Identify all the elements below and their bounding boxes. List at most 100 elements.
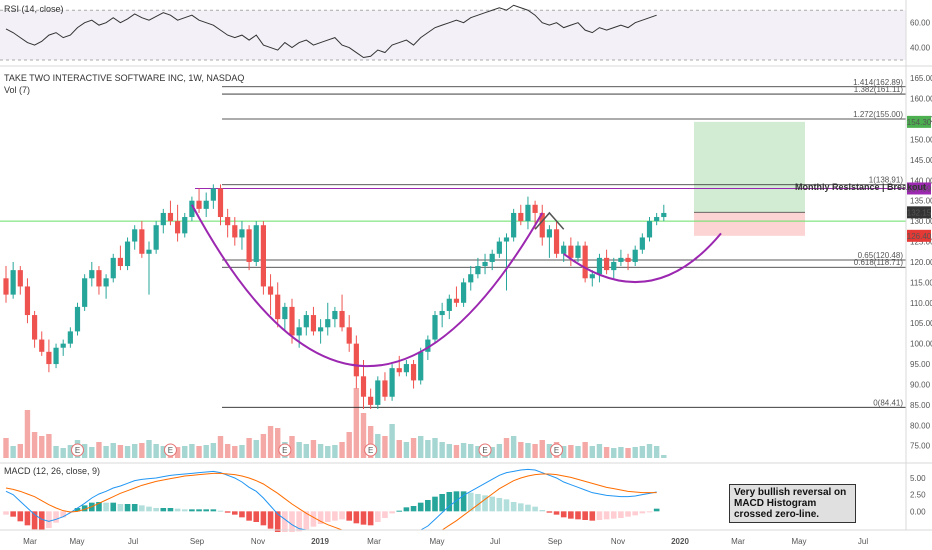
volume-bar bbox=[53, 446, 59, 458]
candle-body bbox=[117, 257, 123, 267]
time-tick-label: Sep bbox=[190, 537, 205, 546]
macd-tick-label: 5.00 bbox=[910, 474, 926, 483]
volume-bar bbox=[646, 444, 653, 458]
candle-body bbox=[368, 396, 374, 405]
candle-body bbox=[32, 315, 38, 340]
time-tick-label: May bbox=[429, 537, 444, 546]
macd-histogram-bar bbox=[610, 511, 617, 519]
candle-body bbox=[496, 241, 502, 254]
candle-body bbox=[446, 298, 452, 311]
price-tick-label: 80.00 bbox=[910, 421, 931, 430]
volume-bar bbox=[139, 443, 145, 458]
macd-histogram-bar bbox=[653, 508, 660, 512]
candle-body bbox=[60, 343, 66, 348]
macd-histogram-bar bbox=[103, 502, 109, 512]
macd-histogram-bar bbox=[60, 511, 66, 518]
fib-level-label: 1.272(155.00) bbox=[853, 110, 903, 119]
peak-marker bbox=[534, 211, 565, 230]
macd-histogram-bar bbox=[396, 510, 403, 512]
volume-bar bbox=[196, 446, 202, 458]
candle-body bbox=[353, 343, 359, 377]
time-tick-label: 2020 bbox=[671, 537, 689, 546]
time-axis: Mar May Jul Sep Nov 2019 Mar May Jul Sep Nov 2020 Ma… bbox=[23, 537, 868, 546]
volume-bar bbox=[189, 444, 195, 458]
volume-bar bbox=[618, 447, 624, 458]
macd-histogram-bar bbox=[446, 492, 453, 512]
candle-body bbox=[375, 380, 381, 405]
volume-bar bbox=[632, 447, 638, 458]
macd-histogram-bar bbox=[74, 508, 81, 512]
candle-body bbox=[475, 266, 481, 275]
time-tick-label: Sep bbox=[548, 537, 563, 546]
candle-body bbox=[618, 257, 624, 262]
volume-bar bbox=[303, 444, 309, 458]
rsi-panel: 40.00 60.00 bbox=[0, 4, 931, 61]
volume-bar bbox=[353, 388, 360, 458]
volume-bar bbox=[625, 448, 631, 458]
handle-curve bbox=[563, 232, 722, 283]
candle-body bbox=[332, 310, 338, 320]
candle-body bbox=[596, 257, 603, 275]
volume-bar bbox=[360, 413, 367, 458]
macd-histogram-bar bbox=[532, 506, 538, 512]
target-zone bbox=[694, 121, 805, 213]
macd-histogram-bar bbox=[603, 511, 610, 520]
macd-histogram-bar bbox=[432, 496, 438, 512]
macd-histogram-bar bbox=[3, 511, 9, 515]
earnings-icon bbox=[278, 443, 292, 457]
macd-histogram-bar bbox=[582, 511, 588, 520]
candle-body bbox=[532, 204, 538, 213]
volume-bar bbox=[418, 436, 424, 458]
volume-bar bbox=[446, 444, 452, 458]
macd-histogram-bar bbox=[339, 511, 345, 520]
macd-histogram-bar bbox=[425, 500, 431, 512]
macd-histogram-bar bbox=[324, 511, 331, 522]
volume-bar bbox=[496, 444, 503, 458]
macd-histogram-bar bbox=[289, 511, 295, 532]
macd-histogram-bar bbox=[503, 499, 510, 512]
earnings-icon bbox=[163, 443, 177, 457]
volume-bar bbox=[425, 440, 431, 458]
price-tick-label: 140.00 bbox=[910, 176, 932, 185]
macd-histogram-bar bbox=[203, 509, 209, 512]
price-panel[interactable]: 75.00 80.00 85.00 90.00 95.00 100.00 105.00 110… bbox=[0, 74, 932, 458]
candle-body bbox=[39, 339, 45, 352]
volume-bar bbox=[232, 446, 238, 458]
candle-body bbox=[74, 306, 81, 332]
macd-histogram-bar bbox=[482, 495, 488, 512]
candle-body bbox=[511, 212, 517, 238]
time-tick-label: May bbox=[69, 537, 84, 546]
price-tick-label: 115.00 bbox=[910, 278, 932, 287]
resistance-annotation: Monthly Resistance | Breakout bbox=[795, 182, 926, 192]
volume-bar bbox=[539, 440, 545, 458]
macd-histogram-bar bbox=[232, 511, 238, 515]
volume-bar bbox=[661, 455, 667, 458]
volume-bar bbox=[239, 445, 245, 458]
candle-body bbox=[575, 245, 581, 258]
volume-bar bbox=[310, 440, 317, 458]
volume-bar bbox=[589, 446, 595, 458]
macd-histogram-bar bbox=[146, 506, 152, 512]
volume-bar bbox=[468, 444, 474, 458]
volume-bar bbox=[568, 445, 574, 458]
time-tick-label: Jul bbox=[128, 537, 138, 546]
time-tick-label: Mar bbox=[23, 537, 37, 546]
earnings-icon bbox=[71, 443, 84, 457]
candle-body bbox=[103, 278, 109, 287]
candle-body bbox=[82, 278, 88, 307]
volume-bar bbox=[346, 432, 352, 458]
time-tick-label: Mar bbox=[731, 537, 745, 546]
price-tick-label: 130.00 bbox=[910, 217, 932, 226]
volume-bar bbox=[453, 445, 460, 458]
macd-histogram-bar bbox=[139, 505, 145, 512]
volume-bar bbox=[339, 442, 345, 458]
candle-body bbox=[625, 257, 631, 262]
macd-histogram-bar bbox=[589, 511, 596, 521]
candle-body bbox=[46, 351, 52, 365]
price-tick-label: 120.00 bbox=[910, 258, 932, 267]
macd-histogram-bar bbox=[274, 511, 281, 532]
volume-bar bbox=[503, 438, 510, 458]
macd-histogram-bar bbox=[389, 511, 395, 514]
time-tick-label: Jul bbox=[858, 537, 868, 546]
